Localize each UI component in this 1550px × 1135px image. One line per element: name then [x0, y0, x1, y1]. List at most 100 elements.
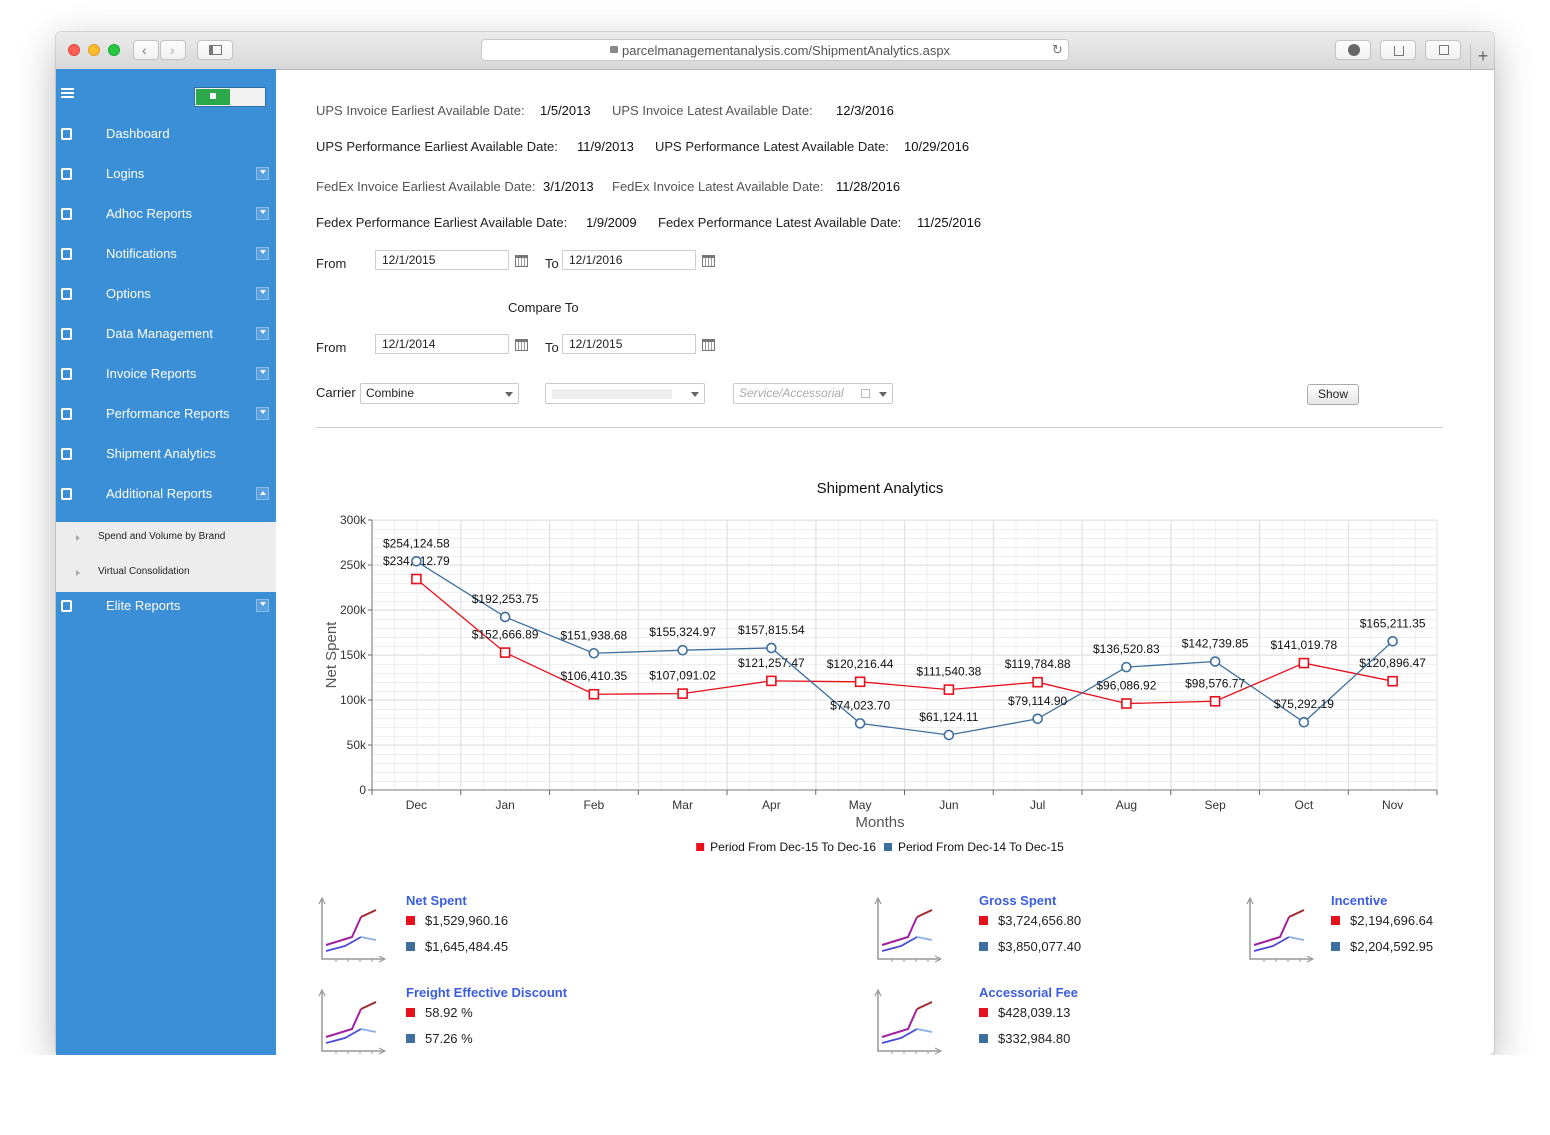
submenu-arrow: [76, 535, 80, 541]
sidebar-item[interactable]: Shipment Analytics: [56, 434, 276, 474]
data-label: $120,216.44: [827, 657, 894, 671]
download-button[interactable]: [1335, 40, 1371, 60]
date-value: 12/3/2016: [836, 103, 894, 118]
data-label: $74,023.70: [830, 698, 890, 712]
expand-toggle[interactable]: [256, 407, 269, 420]
current-swatch: [406, 1008, 415, 1017]
data-label: $98,576.77: [1185, 676, 1245, 690]
chevron: [260, 330, 266, 334]
zoom-button[interactable]: [108, 44, 120, 56]
point-marker: [1298, 657, 1310, 669]
card-title: Gross Spent: [979, 893, 1057, 908]
point-marker: [499, 647, 511, 658]
back-button[interactable]: ‹: [133, 40, 159, 60]
date-label: UPS Performance Latest Available Date:: [655, 139, 889, 154]
data-label: $79,114.90: [1008, 694, 1067, 708]
calendar-icon[interactable]: [515, 339, 528, 351]
title-bar: ‹ › parcelmanagementanalysis.com/Shipmen…: [56, 32, 1494, 70]
caret: [691, 392, 699, 397]
sidebar-item[interactable]: Notifications: [56, 234, 276, 274]
expand-toggle[interactable]: [256, 367, 269, 380]
point-marker: [1209, 695, 1221, 707]
data-label: $142,739.85: [1182, 637, 1249, 651]
x-tick-label: Jul: [1030, 798, 1045, 812]
tabs-button[interactable]: [1425, 40, 1461, 60]
compare-label: Compare To: [508, 300, 579, 315]
current-swatch: [1331, 916, 1340, 925]
card-title: Freight Effective Discount: [406, 985, 568, 1000]
share-button[interactable]: [1380, 40, 1416, 60]
sidebar-item[interactable]: Logins: [56, 154, 276, 194]
calendar-icon[interactable]: [515, 255, 528, 267]
reload-icon[interactable]: ↻: [1052, 42, 1063, 57]
expand-toggle[interactable]: [256, 287, 269, 300]
caret: [505, 392, 513, 397]
sidebar-item[interactable]: Additional Reports: [56, 474, 276, 514]
minimize-button[interactable]: [88, 44, 100, 56]
item-icon: [61, 248, 72, 260]
date-input[interactable]: 12/1/2015: [562, 334, 696, 354]
y-tick-label: 50k: [347, 738, 367, 752]
close-button[interactable]: [68, 44, 80, 56]
sidebar-button[interactable]: [197, 40, 233, 60]
y-tick-label: 0: [359, 783, 366, 797]
new-tab-button[interactable]: +: [1470, 44, 1494, 69]
item-label: Invoice Reports: [106, 366, 197, 381]
item-icon: [61, 128, 72, 140]
current-swatch: [406, 916, 415, 925]
point-marker: [766, 642, 777, 654]
forward-button[interactable]: ›: [160, 40, 186, 60]
date-label: Fedex Performance Earliest Available Dat…: [316, 215, 568, 230]
point-marker: [943, 684, 955, 695]
calendar-icon[interactable]: [702, 339, 715, 351]
service-select[interactable]: Service/Accessorial: [733, 383, 893, 404]
calendar-icon[interactable]: [702, 255, 715, 267]
item-label: Elite Reports: [106, 598, 181, 613]
expand-toggle[interactable]: [256, 327, 269, 340]
y-tick-label: 100k: [340, 693, 367, 707]
sidebar-item[interactable]: Elite Reports: [56, 586, 276, 626]
menu-icon[interactable]: [61, 88, 74, 98]
expand-toggle[interactable]: [256, 167, 269, 180]
chart-title: Shipment Analytics: [817, 480, 944, 497]
sidebar-item[interactable]: Data Management: [56, 314, 276, 354]
data-label: $151,938.68: [561, 628, 628, 642]
carrier-select[interactable]: Combine: [360, 383, 519, 404]
sidebar-item[interactable]: Options: [56, 274, 276, 314]
from-label: From: [316, 340, 347, 355]
date-value: 11/9/2013: [577, 139, 634, 154]
legend: Period From Dec-15 To Dec-16 Period From …: [696, 840, 1064, 854]
sidebar-item[interactable]: Adhoc Reports: [56, 194, 276, 234]
date-input[interactable]: 12/1/2016: [562, 250, 696, 270]
item-icon: [61, 168, 72, 180]
show-button[interactable]: Show: [1307, 384, 1359, 405]
sidebar-item[interactable]: Invoice Reports: [56, 354, 276, 394]
date-value: 11/25/2016: [917, 215, 982, 230]
x-tick-label: Jun: [939, 798, 958, 812]
sidebar-item[interactable]: Performance Reports: [56, 394, 276, 434]
legend-label: Period From Dec-14 To Dec-15: [898, 840, 1064, 854]
point-marker: [1121, 698, 1132, 709]
y-tick-label: 150k: [340, 648, 367, 662]
sidebar-item[interactable]: Dashboard: [56, 114, 276, 154]
address-bar[interactable]: parcelmanagementanalysis.com/ShipmentAna…: [481, 39, 1069, 61]
expand-toggle[interactable]: [256, 599, 269, 612]
date-value: 1/9/2009: [586, 215, 637, 230]
data-label: $152,666.89: [472, 628, 539, 642]
date-input[interactable]: 12/1/2014: [375, 334, 509, 354]
expand-toggle[interactable]: [256, 247, 269, 260]
data-label: $141,019.78: [1271, 638, 1338, 652]
item-icon: [61, 328, 72, 340]
data-label: $254,124.58: [383, 536, 450, 550]
point-marker: [499, 611, 511, 623]
submenu-item[interactable]: Virtual Consolidation: [98, 566, 190, 577]
point-marker: [1209, 656, 1221, 667]
account-select[interactable]: [545, 383, 705, 404]
point-marker: [411, 555, 422, 567]
expand-toggle[interactable]: [256, 487, 269, 500]
point-marker: [1387, 675, 1398, 687]
date-input[interactable]: 12/1/2015: [375, 250, 509, 270]
submenu-item[interactable]: Spend and Volume by Brand: [98, 531, 226, 542]
expand-toggle[interactable]: [256, 207, 269, 220]
toggle-switch[interactable]: [194, 87, 266, 107]
